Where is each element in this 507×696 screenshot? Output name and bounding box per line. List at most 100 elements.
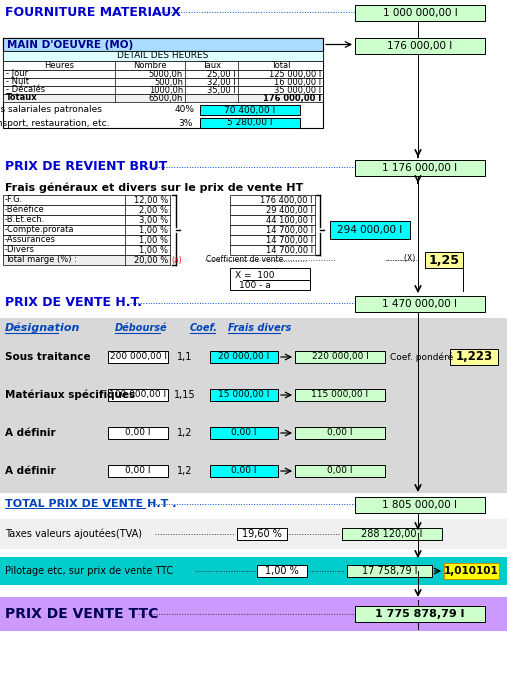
Bar <box>355 160 485 176</box>
Text: 12,00 %: 12,00 % <box>134 196 168 205</box>
Text: ........(X): ........(X) <box>385 255 415 264</box>
Bar <box>210 389 278 401</box>
Bar <box>425 252 463 268</box>
Text: Frais généraux et divers sur le prix de vente HT: Frais généraux et divers sur le prix de … <box>5 183 303 193</box>
Text: 19,60 %: 19,60 % <box>242 529 282 539</box>
Text: -Bénéfice: -Bénéfice <box>5 205 45 214</box>
Bar <box>3 38 323 128</box>
Text: 0,00 l: 0,00 l <box>125 429 151 438</box>
Bar <box>0 557 507 585</box>
Text: Coefficient de vente..........: Coefficient de vente.......... <box>206 255 307 264</box>
Text: -Compte.prorata: -Compte.prorata <box>5 226 75 235</box>
Bar <box>295 465 385 477</box>
Text: TOTAL PRIX DE VENTE H.T .: TOTAL PRIX DE VENTE H.T . <box>5 499 176 509</box>
Text: 1 176 000,00 l: 1 176 000,00 l <box>382 163 457 173</box>
Text: 1 775 878,79 l: 1 775 878,79 l <box>375 609 465 619</box>
Text: 0,00 l: 0,00 l <box>327 466 353 475</box>
Text: 25,00 l: 25,00 l <box>207 70 236 79</box>
Bar <box>3 255 170 265</box>
Bar <box>355 38 485 54</box>
Bar <box>230 215 315 225</box>
Bar <box>3 225 170 235</box>
Bar <box>342 528 442 540</box>
Text: 16 000,00 l: 16 000,00 l <box>274 77 321 86</box>
Bar <box>3 86 323 94</box>
Text: 100 - a: 100 - a <box>239 280 271 290</box>
Text: 35 000,00 l: 35 000,00 l <box>274 86 321 95</box>
Bar <box>355 5 485 21</box>
Text: DETAIL DES HEURES: DETAIL DES HEURES <box>117 52 209 61</box>
Text: 176 000,00 l: 176 000,00 l <box>263 93 321 102</box>
Text: 40%: 40% <box>175 106 195 115</box>
Text: Frais divers: Frais divers <box>228 323 291 333</box>
Text: 1,00 %: 1,00 % <box>265 566 299 576</box>
Text: 14 700,00 l: 14 700,00 l <box>266 235 313 244</box>
Bar <box>210 465 278 477</box>
Text: Frais transport, restauration, etc.: Frais transport, restauration, etc. <box>0 118 110 127</box>
Text: - Nuit: - Nuit <box>6 77 29 86</box>
Text: Coef. pondéré: Coef. pondéré <box>390 352 453 362</box>
Bar <box>355 497 485 513</box>
Text: 0,00 l: 0,00 l <box>327 429 353 438</box>
Bar <box>295 427 385 439</box>
Text: 3%: 3% <box>178 118 192 127</box>
Bar <box>450 349 498 365</box>
Text: 176 400,00 l: 176 400,00 l <box>261 196 313 205</box>
Bar <box>0 318 507 493</box>
Bar <box>3 205 170 215</box>
Text: Sous traitance: Sous traitance <box>5 352 91 362</box>
Text: 1000,0h: 1000,0h <box>149 86 183 95</box>
Text: 6500,0h: 6500,0h <box>149 93 183 102</box>
Text: 0,00 l: 0,00 l <box>231 429 257 438</box>
Text: 20,00 %: 20,00 % <box>134 255 168 264</box>
Text: 1,25: 1,25 <box>428 253 459 267</box>
Text: Nombre: Nombre <box>133 61 167 70</box>
Text: - Jour: - Jour <box>6 70 28 79</box>
Text: PRIX DE VENTE H.T.: PRIX DE VENTE H.T. <box>5 296 142 310</box>
Bar <box>355 296 485 312</box>
Bar <box>108 389 168 401</box>
Text: Déboursé: Déboursé <box>115 323 168 333</box>
Text: Totaux: Totaux <box>6 93 38 102</box>
Text: 200 000,00 l: 200 000,00 l <box>110 352 166 361</box>
Text: 1,00 %: 1,00 % <box>139 235 168 244</box>
Text: (a): (a) <box>171 255 182 264</box>
Text: Taux: Taux <box>202 61 221 70</box>
Bar <box>330 221 410 239</box>
Text: -F.G.: -F.G. <box>5 196 23 205</box>
Bar <box>444 563 499 579</box>
Text: 0,00 l: 0,00 l <box>231 466 257 475</box>
Bar <box>3 235 170 245</box>
Text: 44 100,00 l: 44 100,00 l <box>266 216 313 225</box>
Bar <box>230 245 315 255</box>
Text: Taxes valeurs ajoutées(TVA): Taxes valeurs ajoutées(TVA) <box>5 529 142 539</box>
Text: 15 000,00 l: 15 000,00 l <box>219 390 270 400</box>
Bar <box>355 606 485 622</box>
Text: 1,1: 1,1 <box>177 352 193 362</box>
Text: 0,00 l: 0,00 l <box>125 466 151 475</box>
Text: 288 120,00 l: 288 120,00 l <box>361 529 423 539</box>
Bar <box>108 351 168 363</box>
Text: 3,00 %: 3,00 % <box>139 216 168 225</box>
Text: 176 000,00 l: 176 000,00 l <box>387 41 453 51</box>
Text: 1 805 000,00 l: 1 805 000,00 l <box>382 500 457 510</box>
Text: 1,15: 1,15 <box>174 390 196 400</box>
Text: 1 000 000,00 l: 1 000 000,00 l <box>383 8 457 18</box>
Bar <box>3 94 323 102</box>
Text: A définir: A définir <box>5 466 56 476</box>
Bar <box>3 215 170 225</box>
Text: FOURNITURE MATERIAUX: FOURNITURE MATERIAUX <box>5 6 181 19</box>
Bar <box>3 38 323 51</box>
Bar <box>3 51 323 61</box>
Text: 294 000,00 l: 294 000,00 l <box>337 225 403 235</box>
Bar <box>230 235 315 245</box>
Bar <box>0 519 507 549</box>
Text: PRIX DE VENTE TTC: PRIX DE VENTE TTC <box>5 607 158 621</box>
Text: 1,00 %: 1,00 % <box>139 226 168 235</box>
Text: Désignation: Désignation <box>5 323 81 333</box>
Bar <box>295 351 385 363</box>
Bar <box>108 427 168 439</box>
Text: 115 000,00 l: 115 000,00 l <box>311 390 369 400</box>
Text: 1,00 %: 1,00 % <box>139 246 168 255</box>
Text: X =  100: X = 100 <box>235 271 275 280</box>
